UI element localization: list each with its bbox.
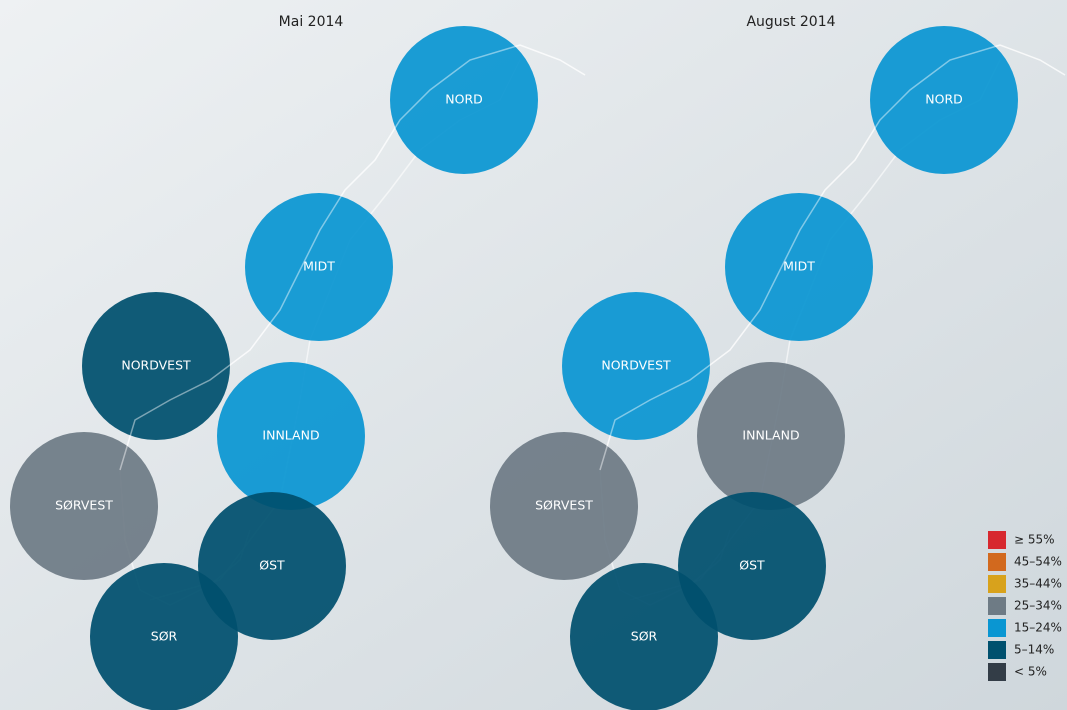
region-circle [490, 432, 638, 580]
region-circle [217, 362, 365, 510]
region-label: INNLAND [262, 428, 319, 443]
legend-label: 25–34% [1014, 599, 1062, 613]
panel-title: August 2014 [746, 14, 835, 30]
region-label: NORD [445, 92, 483, 107]
legend-label: < 5% [1014, 665, 1047, 679]
region-label: MIDT [783, 259, 815, 274]
region-label: MIDT [303, 259, 335, 274]
region-circle [245, 193, 393, 341]
region-circle [562, 292, 710, 440]
region-label: ØST [739, 558, 765, 573]
region-circle [570, 563, 718, 710]
legend-swatch [988, 663, 1006, 681]
legend-label: 35–44% [1014, 577, 1062, 591]
legend-swatch [988, 553, 1006, 571]
legend-label: ≥ 55% [1014, 533, 1055, 547]
legend-swatch [988, 597, 1006, 615]
region-label: NORDVEST [121, 358, 191, 373]
region-circle [725, 193, 873, 341]
region-circle [697, 362, 845, 510]
region-label: SØRVEST [535, 498, 593, 513]
panel: August 2014 NORD MIDT NORDVEST INNLAND SØRVES… [490, 14, 1066, 710]
region-circle [678, 492, 826, 640]
legend-label: 5–14% [1014, 643, 1054, 657]
region-label: NORDVEST [601, 358, 671, 373]
region-label: ØST [259, 558, 285, 573]
region-circle [90, 563, 238, 710]
map-outline [599, 44, 1066, 471]
region-label: NORD [925, 92, 963, 107]
legend-swatch [988, 531, 1006, 549]
region-circle [82, 292, 230, 440]
region-circle [198, 492, 346, 640]
region-circle [10, 432, 158, 580]
region-label: SØRVEST [55, 498, 113, 513]
region-circle [390, 26, 538, 174]
panel: Mai 2014 NORD MIDT NORDVEST INNLAND SØRVEST ØS… [10, 14, 586, 710]
map-outline [119, 44, 586, 471]
legend-swatch [988, 619, 1006, 637]
region-label: INNLAND [742, 428, 799, 443]
legend-swatch [988, 641, 1006, 659]
legend-label: 15–24% [1014, 621, 1062, 635]
legend-swatch [988, 575, 1006, 593]
region-label: SØR [151, 629, 178, 644]
region-circle [870, 26, 1018, 174]
legend-label: 45–54% [1014, 555, 1062, 569]
region-label: SØR [631, 629, 658, 644]
panel-title: Mai 2014 [279, 14, 344, 30]
